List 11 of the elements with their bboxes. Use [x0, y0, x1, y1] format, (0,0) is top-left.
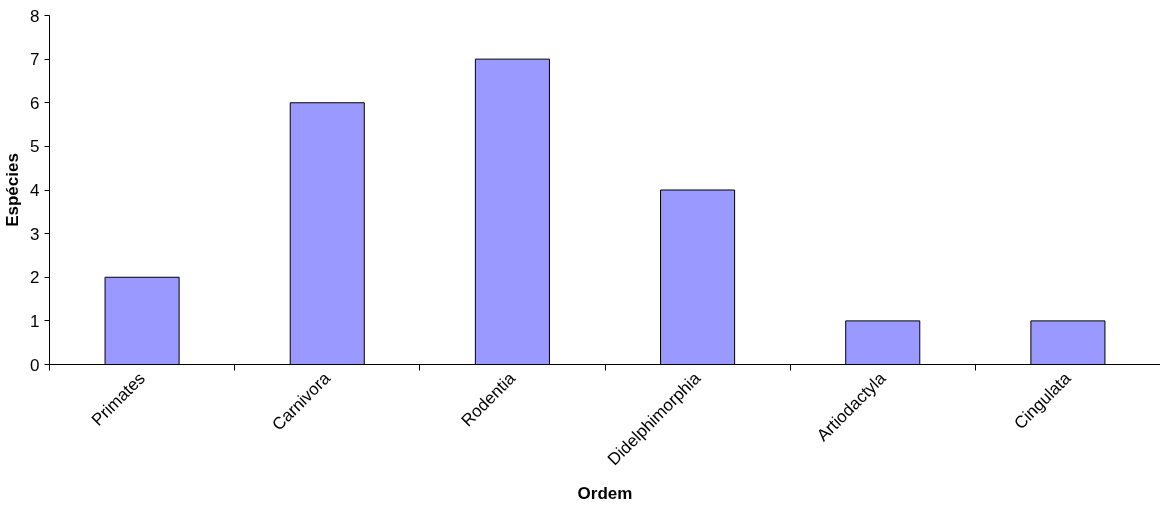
- y-tick-label: 1: [30, 311, 40, 331]
- y-tick-label: 7: [30, 50, 40, 70]
- y-tick-label: 3: [30, 224, 40, 244]
- y-axis-title: Espécies: [3, 153, 23, 227]
- x-axis-title: Ordem: [577, 483, 633, 503]
- y-tick-label: 5: [30, 137, 40, 157]
- y-tick-label: 6: [30, 93, 40, 113]
- y-tick-label: 8: [30, 6, 40, 26]
- y-tick-label: 2: [30, 268, 40, 288]
- y-tick-label: 0: [30, 355, 40, 375]
- y-tick-label: 4: [30, 181, 40, 200]
